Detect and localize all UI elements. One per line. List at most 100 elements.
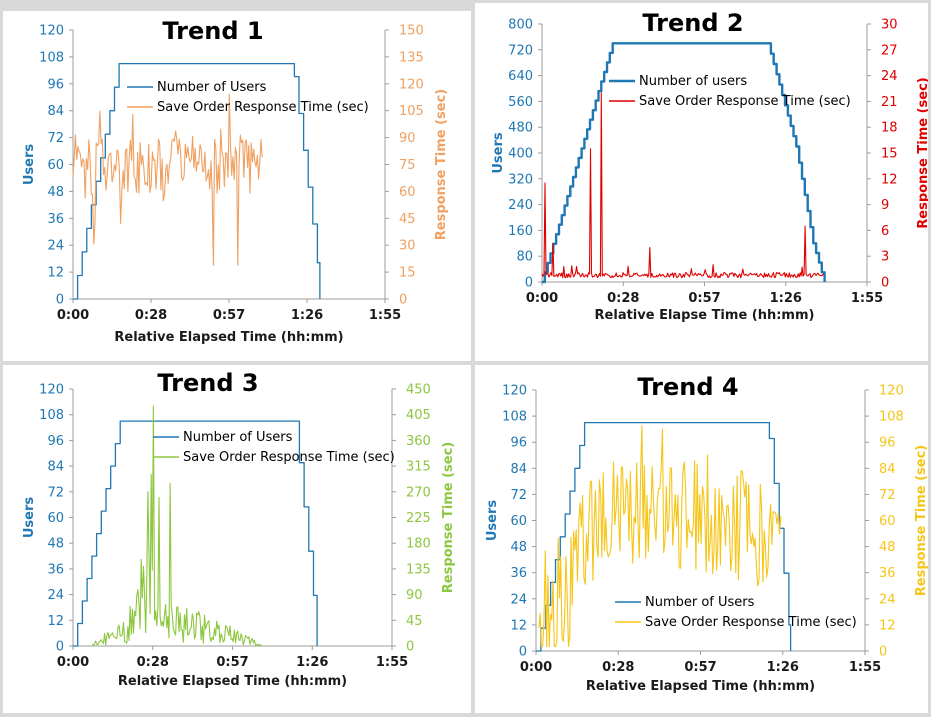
right-tick-label: 24 [879, 592, 896, 607]
right-tick-label: 60 [399, 185, 416, 200]
left-tick-label: 12 [510, 618, 527, 633]
left-tick-label: 560 [508, 95, 533, 110]
right-tick-label: 135 [406, 562, 431, 577]
left-tick-label: 36 [47, 562, 64, 577]
x-tick-label: 1:26 [291, 308, 323, 323]
left-tick-label: 96 [47, 434, 64, 449]
trend-2-legend: Number of users Save Order Response Time … [609, 74, 851, 109]
left-tick-label: 640 [508, 69, 533, 84]
right-tick-label: 0 [881, 276, 889, 291]
x-tick-label: 0:28 [607, 291, 639, 306]
y2-axis-label: Response Time (sec) [916, 77, 928, 229]
left-tick-label: 48 [510, 540, 527, 555]
right-tick-label: 75 [399, 158, 416, 173]
right-tick-label: 96 [879, 436, 896, 451]
users-series-line [542, 42, 826, 284]
left-tick-label: 96 [510, 436, 527, 451]
x-tick-label: 0:28 [137, 655, 169, 670]
x-tick-label: 0:57 [688, 291, 720, 306]
legend-label: Number of users [639, 74, 747, 89]
y2-axis-label: Response Time (sec) [441, 442, 456, 594]
x-axis-label: Relative Elapse Time (hh:mm) [595, 308, 815, 323]
users-series-line [73, 62, 321, 300]
legend-label: Number of Users [645, 595, 755, 610]
legend-label: Save Order Response Time (sec) [639, 94, 851, 109]
left-tick-label: 72 [47, 131, 64, 146]
y-axis-label: Users [22, 144, 37, 186]
trend-3-panel: Trend 3 0 12 24 36 48 60 72 84 96 108 120 0 45 90 135 18… [3, 365, 471, 713]
x-tick-label: 1:26 [770, 291, 802, 306]
right-tick-label: 30 [399, 239, 416, 254]
right-tick-label: 9 [881, 198, 889, 213]
left-tick-label: 480 [508, 121, 533, 136]
left-tick-label: 108 [502, 410, 527, 425]
right-tick-label: 12 [879, 618, 896, 633]
right-tick-label: 315 [406, 460, 431, 475]
right-tick-label: 135 [399, 50, 424, 65]
right-tick-label: 27 [881, 43, 898, 58]
right-tick-label: 18 [881, 121, 898, 136]
left-tick-label: 0 [56, 293, 64, 308]
right-tick-label: 3 [881, 250, 889, 265]
trend-2-chart: Trend 2 0 80 160 240 320 400 480 560 640 720 800 0 3 6… [491, 9, 928, 323]
right-tick-label: 180 [406, 537, 431, 552]
left-tick-label: 72 [510, 488, 527, 503]
right-tick-label: 150 [399, 24, 424, 39]
x-axis-label: Relative Elapsed Time (hh:mm) [114, 330, 343, 345]
right-tick-label: 60 [879, 514, 896, 529]
x-tick-label: 1:26 [767, 660, 799, 675]
right-tick-label: 120 [879, 384, 904, 399]
x-tick-label: 0:00 [57, 655, 89, 670]
trend-4-chart: Trend 4 0 12 24 36 48 60 72 84 96 108 120 0 12 24 36 48 6… [485, 373, 928, 694]
trend-1-legend: Number of Users Save Order Response Time … [127, 80, 369, 115]
left-tick-label: 0 [519, 645, 527, 660]
left-tick-label: 60 [47, 511, 64, 526]
right-tick-label: 24 [881, 69, 898, 84]
trend-3-series-group [73, 405, 318, 647]
left-tick-label: 0 [56, 640, 64, 655]
right-tick-label: 12 [881, 172, 898, 187]
left-tick-label: 160 [508, 224, 533, 239]
right-tick-label: 270 [406, 485, 431, 500]
x-tick-label: 1:55 [849, 660, 881, 675]
trend-1-chart: Trend 1 0 12 24 36 48 60 72 84 96 108 120 0 15 30 45 60 7… [22, 17, 449, 345]
right-tick-label: 120 [399, 77, 424, 92]
right-tick-label: 72 [879, 488, 896, 503]
left-tick-label: 0 [525, 276, 533, 291]
left-tick-label: 240 [508, 198, 533, 213]
left-tick-label: 60 [510, 514, 527, 529]
trend-2-panel: Trend 2 0 80 160 240 320 400 480 560 640 720 800 0 3 6… [475, 3, 928, 361]
left-tick-label: 12 [47, 614, 64, 629]
left-tick-label: 96 [47, 77, 64, 92]
left-tick-label: 108 [39, 50, 64, 65]
left-tick-label: 120 [39, 24, 64, 39]
left-tick-label: 24 [510, 592, 527, 607]
users-series-line [73, 420, 318, 647]
right-tick-label: 105 [399, 104, 424, 119]
x-tick-label: 0:00 [57, 308, 89, 323]
right-tick-label: 0 [879, 645, 887, 660]
left-tick-label: 48 [47, 537, 64, 552]
left-tick-label: 12 [47, 266, 64, 281]
left-tick-label: 80 [516, 250, 533, 265]
left-tick-label: 36 [510, 566, 527, 581]
left-tick-label: 72 [47, 485, 64, 500]
right-tick-label: 30 [881, 18, 898, 33]
x-axis-label: Relative Elapsed Time (hh:mm) [118, 674, 347, 689]
x-tick-label: 1:55 [851, 291, 883, 306]
legend-label: Save Order Response Time (sec) [645, 615, 857, 630]
right-tick-label: 6 [881, 224, 889, 239]
right-tick-label: 84 [879, 462, 896, 477]
y-axis-label: Users [485, 500, 500, 542]
trend-4-series-group [536, 421, 792, 652]
trend-2-title: Trend 2 [642, 9, 743, 37]
left-tick-label: 36 [47, 212, 64, 227]
response-time-series-line [538, 425, 782, 648]
x-tick-label: 0:28 [135, 308, 167, 323]
left-tick-label: 24 [47, 239, 64, 254]
right-tick-label: 0 [399, 293, 407, 308]
right-tick-label: 36 [879, 566, 896, 581]
legend-label: Number of Users [183, 430, 293, 445]
trend-3-chart: Trend 3 0 12 24 36 48 60 72 84 96 108 120 0 45 90 135 18… [22, 369, 456, 689]
trend-4-legend: Number of Users Save Order Response Time … [615, 595, 857, 630]
